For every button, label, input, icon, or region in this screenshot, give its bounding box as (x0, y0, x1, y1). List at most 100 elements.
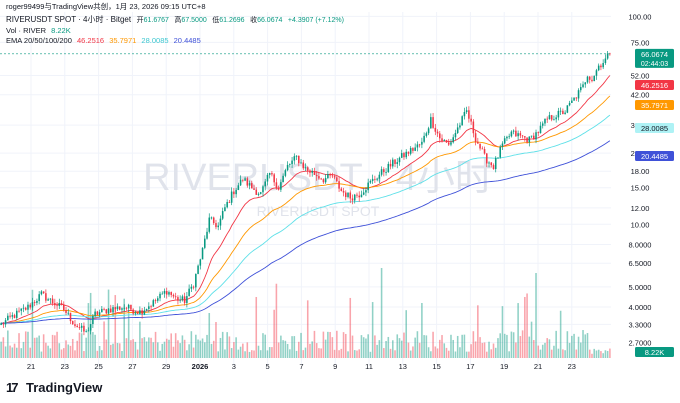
volume-bar (353, 350, 356, 358)
candle-body (306, 167, 309, 171)
x-tick-label: 13 (399, 362, 407, 371)
candle-body (521, 135, 524, 137)
volume-bar (474, 341, 477, 358)
candle-body (165, 290, 168, 295)
symbol-title[interactable]: RIVERUSDT SPOT · 4小时 · Bitget (6, 15, 132, 24)
volume-bar (533, 340, 535, 358)
last-price-tag: 66.0674 (641, 50, 668, 59)
candle-body (394, 159, 396, 164)
volume-bar (488, 341, 490, 358)
candle-body (501, 143, 504, 147)
volume-bar (114, 295, 117, 358)
candle-body (2, 323, 5, 325)
candle-body (116, 306, 119, 310)
candle-body (324, 178, 327, 183)
volume-bar (262, 333, 264, 358)
candle-body (45, 293, 47, 301)
candle-body (537, 132, 540, 134)
volume-bar (322, 331, 325, 358)
volume-bar (439, 339, 441, 358)
candle-body (244, 178, 246, 181)
candle-body (490, 162, 493, 166)
candle-body (215, 223, 217, 228)
vol-label[interactable]: Vol · RIVER (6, 26, 47, 35)
volume-bar (174, 333, 177, 358)
candle-body (298, 155, 300, 164)
candle-body (600, 65, 602, 68)
volume-bar (573, 333, 575, 358)
volume-bar (577, 336, 580, 358)
candle-body (0, 323, 2, 325)
candle-body (488, 162, 490, 164)
candle-body (577, 90, 580, 99)
volume-bar (280, 335, 282, 358)
x-tick-label: 21 (534, 362, 542, 371)
candle-body (412, 148, 414, 151)
candle-body (76, 325, 78, 328)
volume-bar (591, 353, 593, 358)
low-label: 低 (212, 17, 220, 24)
candle-body (289, 164, 291, 165)
candle-body (51, 298, 54, 304)
volume-bar (143, 337, 146, 358)
candle-body (510, 131, 513, 137)
volume-bar (259, 350, 262, 358)
candle-body (181, 296, 184, 300)
volume-bar (150, 337, 152, 358)
candle-body (403, 153, 405, 158)
y-tick-label: 10.00 (631, 220, 650, 229)
candle-body (56, 305, 58, 307)
volume-bar (530, 321, 533, 358)
ema20-value: 46.2516 (76, 36, 105, 45)
candle-body (248, 183, 251, 186)
candle-body (555, 117, 557, 120)
candle-body (27, 304, 29, 310)
ema-label[interactable]: EMA 20/50/100/200 (6, 36, 72, 45)
candle-body (345, 192, 347, 197)
candle-body (33, 302, 36, 303)
candle-body (4, 320, 7, 325)
volume-bar (497, 338, 499, 358)
volume-bar (233, 342, 235, 358)
candle-body (327, 174, 329, 179)
candle-body (87, 330, 90, 332)
volume-bar (559, 310, 562, 358)
tradingview-logo[interactable]: 17 TradingView (6, 380, 102, 395)
volume-bar (13, 343, 16, 358)
volume-bar (71, 338, 74, 358)
candle-body (584, 82, 587, 85)
volume-bar (291, 336, 293, 358)
candle-body (71, 321, 74, 325)
candle-body (470, 118, 472, 122)
volume-bar (45, 342, 47, 358)
high-value: 67.5000 (181, 17, 207, 24)
candle-body (477, 141, 479, 144)
candle-body (593, 75, 595, 82)
volume-bar (264, 334, 266, 358)
candle-body (418, 144, 421, 146)
candle-body (114, 307, 117, 310)
candle-body (524, 136, 526, 138)
volume-bar (186, 350, 188, 358)
volume-bar (273, 309, 275, 358)
time-axis[interactable]: 21 23 25 27 29 2026 3 5 7 9 11 13 15 17 19 21 23 (27, 362, 576, 371)
volume-bar (125, 338, 128, 358)
volume-bar (360, 335, 363, 358)
candle-body (468, 110, 470, 119)
high-label: 高 (174, 17, 182, 24)
candle-body (286, 164, 289, 171)
volume-bar (27, 331, 29, 358)
volume-bar (441, 335, 443, 358)
volume-bar (105, 339, 108, 358)
volume-bar (74, 350, 76, 358)
candle-body (74, 324, 76, 326)
volume-bar (528, 336, 531, 358)
candle-body (277, 188, 280, 190)
candle-body (152, 300, 155, 307)
candle-body (367, 182, 369, 191)
volume-bar (414, 337, 416, 358)
x-tick-label: 19 (500, 362, 508, 371)
volume-bar (472, 331, 475, 358)
